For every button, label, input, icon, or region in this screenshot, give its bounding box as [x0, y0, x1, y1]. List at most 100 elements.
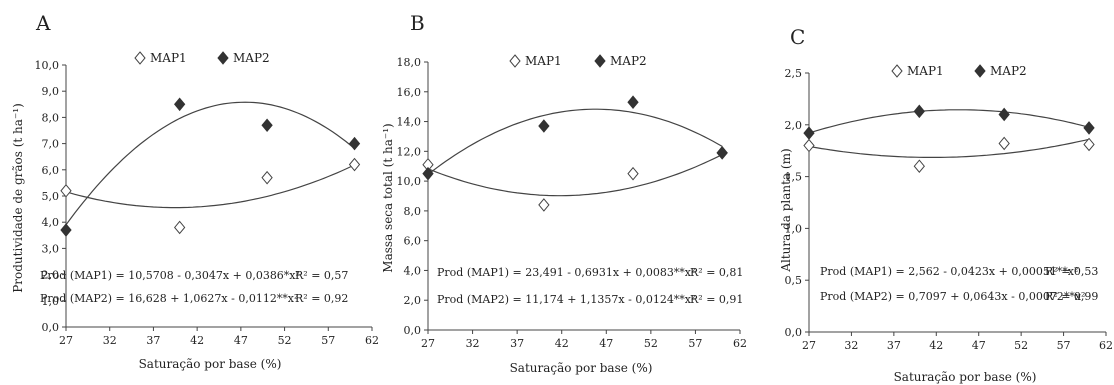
x-tick-label: 57 — [321, 334, 335, 347]
equation-map1: Prod (MAP1) = 23,491 - 0,6931x + 0,0083*… — [437, 266, 695, 279]
data-point-map2 — [998, 107, 1010, 122]
x-tick-label: 32 — [466, 337, 480, 350]
r2-map1: R² = 0,81 — [690, 266, 743, 279]
data-point-map2 — [716, 146, 728, 160]
x-axis-label: Saturação por base (%) — [510, 361, 653, 375]
r2-map2: R² = 0,99 — [1045, 290, 1098, 303]
panel-letter: B — [410, 11, 425, 35]
y-axis-label: Altura da planta (m) — [779, 148, 793, 272]
y-axis-label: Produtividade de grãos (t ha⁻¹) — [11, 103, 25, 293]
fit-curve-map1 — [65, 164, 355, 209]
y-tick-label: 9,0 — [42, 85, 60, 98]
r2-map1: R² = 0,57 — [295, 269, 348, 282]
data-point-map2 — [538, 119, 550, 133]
x-tick-label: 37 — [146, 334, 160, 347]
x-axis-label: Saturação por base (%) — [139, 357, 282, 371]
fit-curve-map2 — [427, 108, 723, 175]
y-tick-label: 5,0 — [42, 190, 60, 203]
x-tick-label: 47 — [599, 337, 613, 350]
legend-label-map1: MAP1 — [150, 51, 187, 65]
data-point-map2 — [261, 118, 273, 133]
y-tick-label: 2,0 — [404, 294, 422, 307]
x-tick-label: 47 — [972, 339, 986, 352]
equation-map1: Prod (MAP1) = 2,562 - 0,0423x + 0,00051*… — [820, 265, 1078, 278]
fit-curve-map1 — [808, 138, 1090, 158]
x-tick-label: 37 — [887, 339, 901, 352]
fit-curve-map2 — [808, 109, 1090, 134]
data-point-map2 — [803, 126, 815, 140]
x-tick-label: 62 — [733, 337, 747, 350]
y-tick-label: 8,0 — [404, 205, 422, 218]
data-point-map1 — [60, 183, 72, 198]
legend-marker-map2 — [974, 64, 986, 78]
fit-curve-map1 — [427, 153, 723, 197]
x-tick-label: 47 — [234, 334, 248, 347]
equation-map2: Prod (MAP2) = 0,7097 + 0,0643x - 0,00072… — [820, 290, 1085, 303]
panel-c: C MAP1 MAP2 Prod (MAP1) = 2,562 - 0,0423… — [779, 25, 1113, 384]
y-tick-label: 14,0 — [397, 116, 422, 129]
data-point-map1 — [627, 166, 639, 181]
data-point-map1 — [538, 198, 550, 212]
legend: MAP1 MAP2 — [891, 64, 1027, 78]
y-tick-label: 0,0 — [404, 324, 422, 337]
x-tick-label: 42 — [929, 339, 943, 352]
y-tick-label: 10,0 — [397, 175, 422, 188]
y-tick-label: 4,0 — [404, 264, 422, 277]
data-point-map2 — [60, 223, 72, 237]
data-point-map1 — [913, 159, 925, 174]
x-tick-label: 27 — [802, 339, 816, 352]
x-tick-label: 62 — [365, 334, 379, 347]
legend-label-map1: MAP1 — [907, 64, 944, 78]
y-tick-label: 16,0 — [397, 86, 422, 99]
legend: MAP1 MAP2 — [509, 54, 647, 68]
y-tick-label: 0,5 — [785, 274, 803, 287]
data-point-map1 — [174, 220, 186, 235]
y-tick-label: 0,0 — [785, 326, 803, 339]
r2-map2: R² = 0,92 — [295, 292, 348, 305]
legend-label-map2: MAP2 — [233, 51, 270, 65]
legend: MAP1 MAP2 — [134, 51, 270, 65]
legend-marker-map1 — [509, 54, 521, 68]
y-tick-label: 12,0 — [397, 145, 422, 158]
y-tick-label: 18,0 — [397, 56, 422, 69]
y-tick-label: 7,0 — [42, 138, 60, 151]
legend-label-map2: MAP2 — [610, 54, 647, 68]
y-tick-label: 2,0 — [42, 269, 60, 282]
x-tick-label: 37 — [510, 337, 524, 350]
x-tick-label: 27 — [421, 337, 435, 350]
y-tick-label: 2,5 — [785, 67, 803, 80]
equation-map2: Prod (MAP2) = 11,174 + 1,1357x - 0,0124*… — [437, 293, 695, 306]
equation-map1: Prod (MAP1) = 10,5708 - 0,3047x + 0,0386… — [40, 269, 300, 282]
y-axis-label: Massa seca total (t ha⁻¹) — [381, 123, 395, 272]
x-tick-label: 62 — [1099, 339, 1113, 352]
data-point-map2 — [1083, 121, 1095, 135]
x-tick-label: 52 — [644, 337, 658, 350]
y-tick-label: 1,0 — [42, 295, 60, 308]
data-point-map2 — [348, 136, 361, 151]
data-point-map1 — [261, 170, 273, 185]
equation-map2: Prod (MAP2) = 16,628 + 1,0627x - 0,0112*… — [40, 292, 298, 305]
data-point-map1 — [998, 136, 1010, 151]
legend-marker-map1 — [134, 51, 146, 65]
data-point-map2 — [422, 166, 434, 181]
x-tick-label: 27 — [59, 334, 73, 347]
x-tick-label: 57 — [688, 337, 702, 350]
y-tick-label: 1,0 — [785, 222, 803, 235]
data-point-map1 — [803, 138, 815, 153]
x-tick-label: 57 — [1057, 339, 1071, 352]
y-tick-label: 2,0 — [785, 119, 803, 132]
y-tick-label: 1,5 — [785, 171, 803, 184]
data-point-map1 — [1083, 137, 1095, 152]
r2-map2: R² = 0,91 — [690, 293, 743, 306]
panel-a: A MAP1 MAP2 Prod (MAP1) = 10,5708 - 0,30… — [11, 11, 379, 371]
r2-map1: R² = 0,53 — [1045, 265, 1098, 278]
x-axis-label: Saturação por base (%) — [894, 370, 1037, 384]
legend-label-map1: MAP1 — [525, 54, 562, 68]
data-point-map2 — [913, 104, 925, 119]
legend-marker-map2 — [594, 54, 606, 68]
legend-marker-map2 — [217, 51, 229, 65]
legend-label-map2: MAP2 — [990, 64, 1027, 78]
x-tick-label: 52 — [278, 334, 292, 347]
panel-letter: A — [35, 11, 51, 35]
